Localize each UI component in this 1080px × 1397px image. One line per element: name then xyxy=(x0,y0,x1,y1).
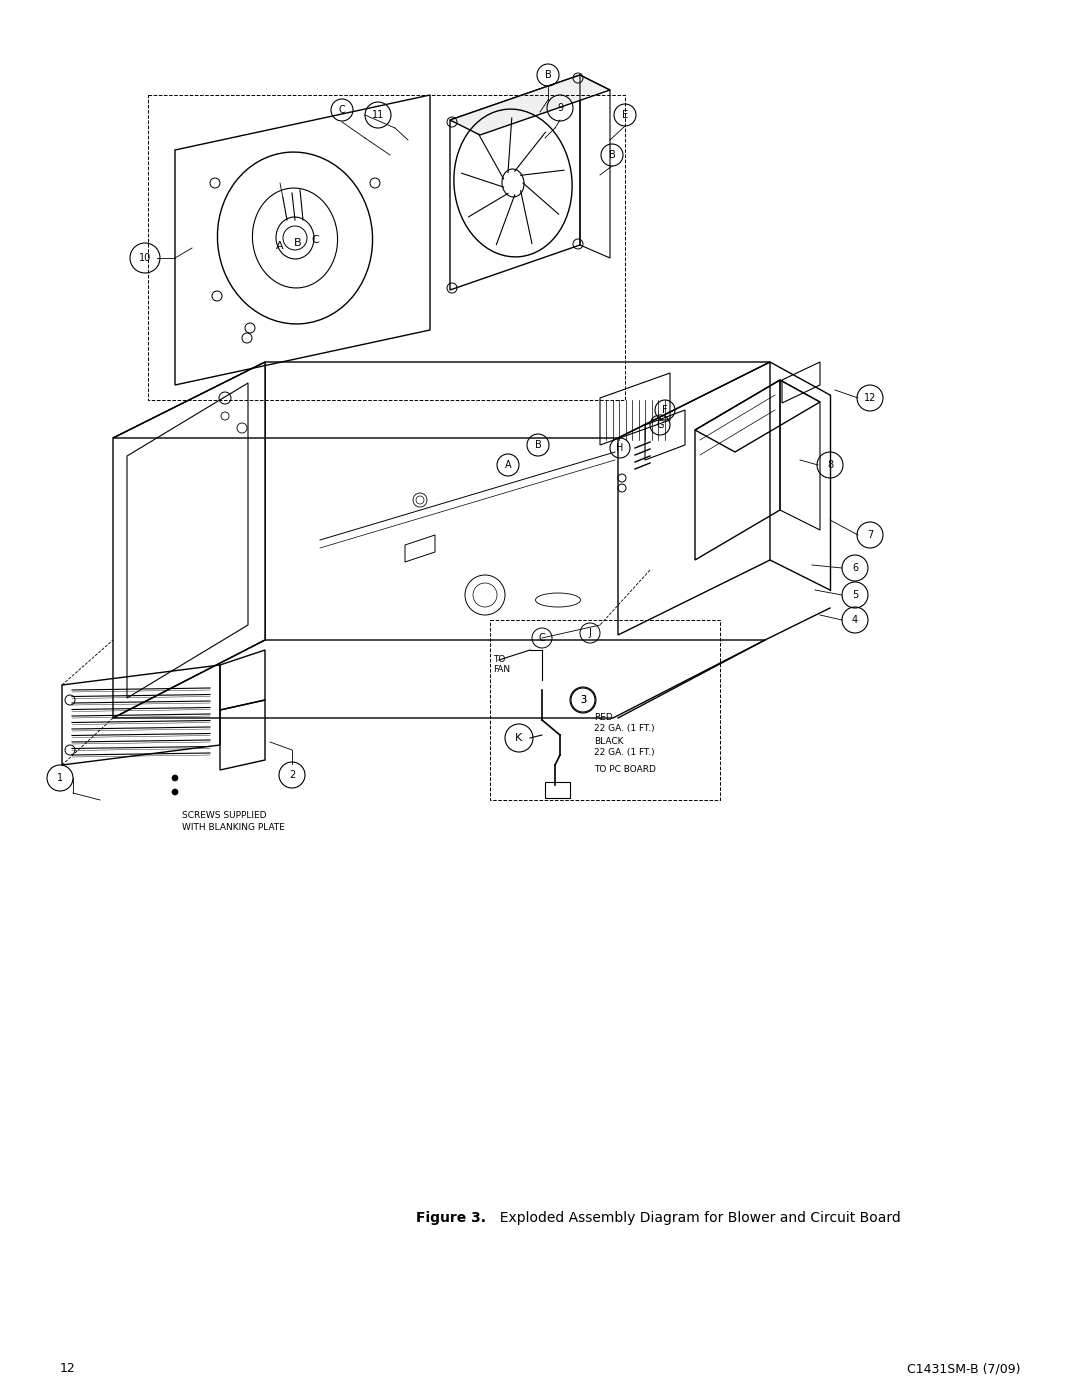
Text: 12: 12 xyxy=(59,1362,76,1376)
Text: FAN: FAN xyxy=(492,665,510,675)
Text: 6: 6 xyxy=(852,563,859,573)
Text: 7: 7 xyxy=(867,529,873,541)
Circle shape xyxy=(172,789,178,795)
Text: C: C xyxy=(339,105,346,115)
Text: C: C xyxy=(311,235,319,244)
Text: 22 GA. (1 FT.): 22 GA. (1 FT.) xyxy=(594,747,654,757)
Text: A: A xyxy=(276,242,284,251)
Circle shape xyxy=(172,775,178,781)
Text: 1: 1 xyxy=(57,773,63,782)
Text: E: E xyxy=(622,110,629,120)
Text: Figure 3.: Figure 3. xyxy=(416,1211,486,1225)
Text: B: B xyxy=(535,440,541,450)
Text: F: F xyxy=(662,405,667,415)
Text: 3: 3 xyxy=(580,694,586,705)
Text: 4: 4 xyxy=(852,615,859,624)
Text: C: C xyxy=(539,633,545,643)
Text: TO PC BOARD: TO PC BOARD xyxy=(594,766,656,774)
Text: C1431SM-B (7/09): C1431SM-B (7/09) xyxy=(907,1362,1021,1376)
Polygon shape xyxy=(450,75,610,136)
Text: SCREWS SUPPLIED: SCREWS SUPPLIED xyxy=(183,812,267,820)
Text: 3: 3 xyxy=(580,694,586,705)
Text: 10: 10 xyxy=(139,253,151,263)
Text: 9: 9 xyxy=(557,103,563,113)
Text: WITH BLANKING PLATE: WITH BLANKING PLATE xyxy=(183,823,285,833)
Text: H: H xyxy=(617,443,623,453)
Text: B: B xyxy=(544,70,552,80)
Text: BLACK: BLACK xyxy=(594,738,623,746)
Text: Exploded Assembly Diagram for Blower and Circuit Board: Exploded Assembly Diagram for Blower and… xyxy=(491,1211,901,1225)
Text: K: K xyxy=(515,733,523,743)
Text: B: B xyxy=(609,149,616,161)
Text: B: B xyxy=(294,237,301,249)
Text: A: A xyxy=(504,460,511,469)
Text: G: G xyxy=(657,420,664,430)
Text: 8: 8 xyxy=(827,460,833,469)
Text: 5: 5 xyxy=(852,590,859,599)
Text: 2: 2 xyxy=(288,770,295,780)
Text: TO: TO xyxy=(492,655,505,665)
Text: 22 GA. (1 FT.): 22 GA. (1 FT.) xyxy=(594,724,654,732)
Text: 11: 11 xyxy=(372,110,384,120)
Text: J: J xyxy=(589,629,592,638)
Text: RED: RED xyxy=(594,714,612,722)
Text: 12: 12 xyxy=(864,393,876,402)
